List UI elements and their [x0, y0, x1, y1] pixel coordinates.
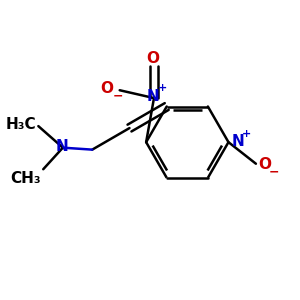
Text: CH₃: CH₃ — [11, 171, 41, 186]
Text: O: O — [100, 81, 113, 96]
Text: N: N — [147, 88, 159, 104]
Text: H₃C: H₃C — [6, 117, 36, 132]
Text: N: N — [231, 134, 244, 149]
Text: O: O — [146, 51, 160, 66]
Text: O: O — [258, 157, 271, 172]
Text: −: − — [112, 90, 123, 103]
Text: N: N — [56, 139, 68, 154]
Text: +: + — [242, 129, 251, 139]
Text: −: − — [268, 165, 279, 178]
Text: +: + — [158, 83, 167, 93]
